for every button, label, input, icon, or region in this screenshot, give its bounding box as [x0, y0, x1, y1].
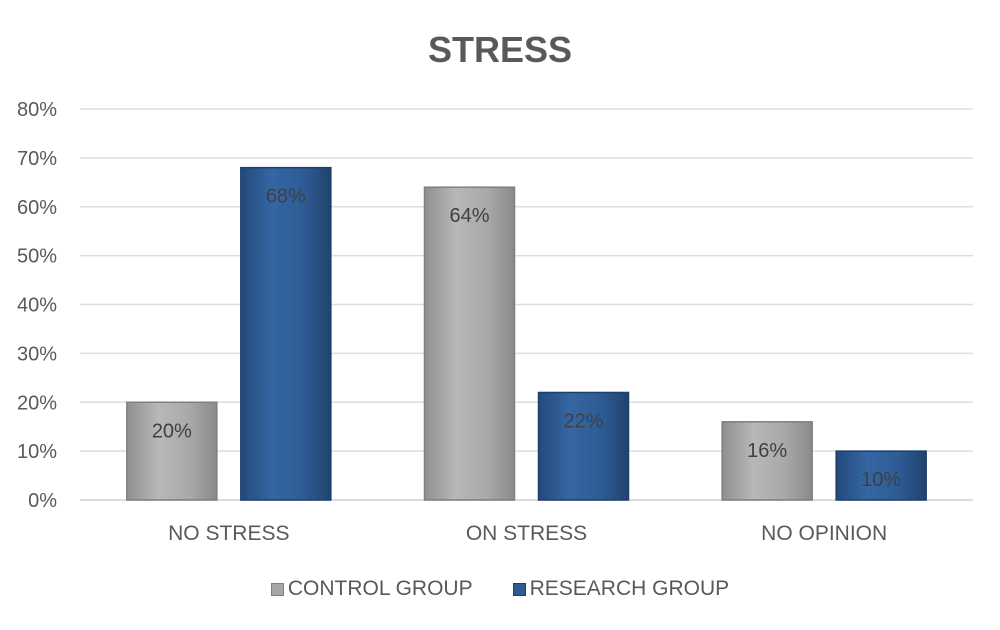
y-tick-label: 30% [17, 343, 57, 365]
bar [423, 186, 516, 501]
data-label: 10% [861, 469, 901, 491]
legend-item-research-group: RESEARCH GROUP [512, 577, 730, 601]
x-axis-categories: NO STRESS ON STRESS NO OPINION [168, 522, 887, 545]
legend-label-control-group: CONTROL GROUP [287, 577, 473, 600]
legend: CONTROL GROUP RESEARCH GROUP [0, 572, 1000, 606]
y-tick-label: 40% [17, 295, 57, 317]
x-category-label: NO STRESS [168, 522, 289, 545]
y-tick-label: 10% [17, 441, 57, 463]
y-tick-label: 20% [17, 392, 57, 414]
x-category-label: ON STRESS [466, 522, 587, 545]
bar [126, 401, 218, 501]
legend-swatch-research-group [512, 582, 526, 596]
legend-swatch-control-group [270, 582, 284, 596]
gridlines [80, 108, 973, 501]
data-label: 20% [152, 420, 192, 442]
bar [537, 391, 630, 501]
bars [126, 166, 927, 501]
data-label: 68% [266, 186, 306, 208]
y-tick-label: 60% [17, 197, 57, 219]
y-axis-ticks: 0% 10% 20% 30% 40% 50% 60% 70% 80% [17, 99, 57, 512]
y-tick-label: 80% [17, 99, 57, 121]
y-tick-label: 70% [17, 148, 57, 170]
y-tick-label: 0% [28, 490, 57, 512]
chart-title: STRESS [428, 29, 572, 70]
legend-label-research-group: RESEARCH GROUP [529, 577, 730, 600]
legend-item-control-group: CONTROL GROUP [270, 577, 473, 601]
bar [721, 421, 813, 501]
data-label: 16% [747, 440, 787, 462]
y-tick-label: 50% [17, 246, 57, 268]
bar [240, 166, 332, 501]
data-label: 22% [563, 410, 603, 432]
data-labels: 20% 68% 64% 22% 16% 10% [152, 186, 902, 491]
bar [835, 450, 927, 501]
x-category-label: NO OPINION [761, 522, 887, 545]
data-label: 64% [449, 205, 489, 227]
